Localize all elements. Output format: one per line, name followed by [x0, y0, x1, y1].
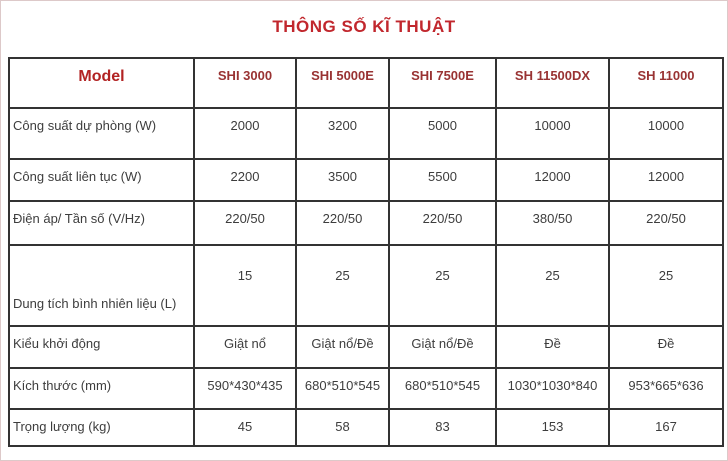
cell-value: 680*510*545 — [295, 367, 390, 410]
cell-value: Giật nổ — [193, 325, 297, 369]
cell-value: 15 — [193, 244, 297, 327]
cell-value: 953*665*636 — [608, 367, 724, 410]
cell-value: 2000 — [193, 107, 297, 160]
row-label: Công suất dự phòng (W) — [8, 107, 195, 160]
table-row: Trọng lượng (kg) 45 58 83 153 167 — [8, 408, 724, 447]
page-title: THÔNG SỐ KĨ THUẬT — [272, 17, 456, 36]
spec-table-body: Công suất dự phòng (W) 2000 3200 5000 10… — [8, 107, 724, 447]
cell-value: 1030*1030*840 — [495, 367, 610, 410]
cell-value: 10000 — [495, 107, 610, 160]
cell-value: 3200 — [295, 107, 390, 160]
spec-table-header: Model SHI 3000 SHI 5000E SHI 7500E SH 11… — [8, 57, 724, 109]
cell-value: 83 — [388, 408, 497, 447]
spec-table: Model SHI 3000 SHI 5000E SHI 7500E SH 11… — [8, 57, 724, 447]
cell-value: 45 — [193, 408, 297, 447]
cell-value: 220/50 — [295, 200, 390, 246]
cell-value: 590*430*435 — [193, 367, 297, 410]
cell-value: Đề — [495, 325, 610, 369]
column-header-model: Model — [8, 57, 195, 109]
header-row: Model SHI 3000 SHI 5000E SHI 7500E SH 11… — [8, 57, 724, 109]
cell-value: 5500 — [388, 158, 497, 202]
row-label: Điện áp/ Tần số (V/Hz) — [8, 200, 195, 246]
table-row: Kích thước (mm) 590*430*435 680*510*545 … — [8, 367, 724, 410]
cell-value: Giật nổ/Đề — [388, 325, 497, 369]
row-label: Công suất liên tục (W) — [8, 158, 195, 202]
column-header-shi7500e: SHI 7500E — [388, 57, 497, 109]
cell-value: 12000 — [495, 158, 610, 202]
cell-value: 5000 — [388, 107, 497, 160]
row-label: Kích thước (mm) — [8, 367, 195, 410]
cell-value: 12000 — [608, 158, 724, 202]
cell-value: 153 — [495, 408, 610, 447]
row-label: Kiểu khởi động — [8, 325, 195, 369]
column-header-sh11500dx: SH 11500DX — [495, 57, 610, 109]
table-row: Công suất dự phòng (W) 2000 3200 5000 10… — [8, 107, 724, 160]
table-row: Dung tích bình nhiên liệu (L) 15 25 25 2… — [8, 244, 724, 327]
cell-value: 25 — [295, 244, 390, 327]
cell-value: 10000 — [608, 107, 724, 160]
column-header-shi3000: SHI 3000 — [193, 57, 297, 109]
cell-value: 3500 — [295, 158, 390, 202]
cell-value: 220/50 — [608, 200, 724, 246]
row-label: Dung tích bình nhiên liệu (L) — [8, 244, 195, 327]
cell-value: 167 — [608, 408, 724, 447]
cell-value: 25 — [388, 244, 497, 327]
cell-value: 680*510*545 — [388, 367, 497, 410]
cell-value: 380/50 — [495, 200, 610, 246]
cell-value: Giật nổ/Đề — [295, 325, 390, 369]
cell-value: 25 — [495, 244, 610, 327]
cell-value: Đề — [608, 325, 724, 369]
table-row: Điện áp/ Tần số (V/Hz) 220/50 220/50 220… — [8, 200, 724, 246]
cell-value: 25 — [608, 244, 724, 327]
column-header-sh11000: SH 11000 — [608, 57, 724, 109]
table-row: Công suất liên tục (W) 2200 3500 5500 12… — [8, 158, 724, 202]
cell-value: 220/50 — [193, 200, 297, 246]
table-row: Kiểu khởi động Giật nổ Giật nổ/Đề Giật n… — [8, 325, 724, 369]
column-header-shi5000e: SHI 5000E — [295, 57, 390, 109]
cell-value: 58 — [295, 408, 390, 447]
cell-value: 2200 — [193, 158, 297, 202]
row-label: Trọng lượng (kg) — [8, 408, 195, 447]
cell-value: 220/50 — [388, 200, 497, 246]
